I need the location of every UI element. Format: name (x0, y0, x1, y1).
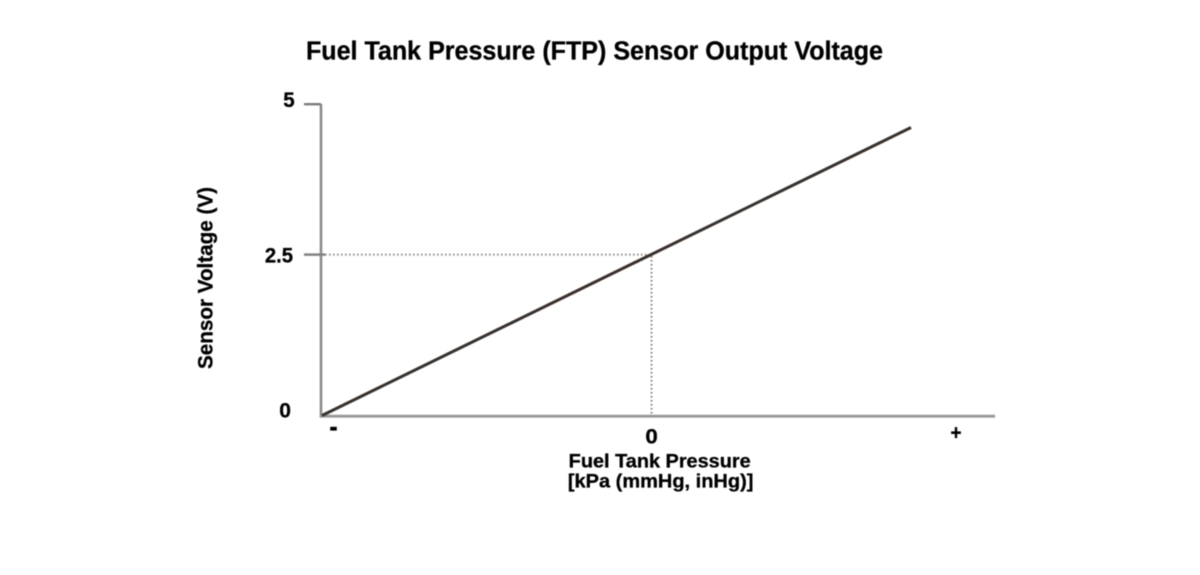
svg-text:2.5: 2.5 (265, 243, 293, 268)
svg-text:Sensor Voltage (V): Sensor Voltage (V) (195, 187, 218, 369)
svg-text:0: 0 (279, 398, 291, 423)
svg-text:0: 0 (645, 423, 657, 448)
svg-text:Fuel Tank Pressure (FTP) Senso: Fuel Tank Pressure (FTP) Sensor Output V… (306, 38, 883, 66)
svg-text:5: 5 (283, 87, 294, 112)
svg-text:+: + (951, 420, 962, 445)
svg-text:[kPa (mmHg, inHg)]: [kPa (mmHg, inHg)] (568, 471, 754, 493)
svg-text:Fuel Tank Pressure: Fuel Tank Pressure (569, 451, 751, 472)
